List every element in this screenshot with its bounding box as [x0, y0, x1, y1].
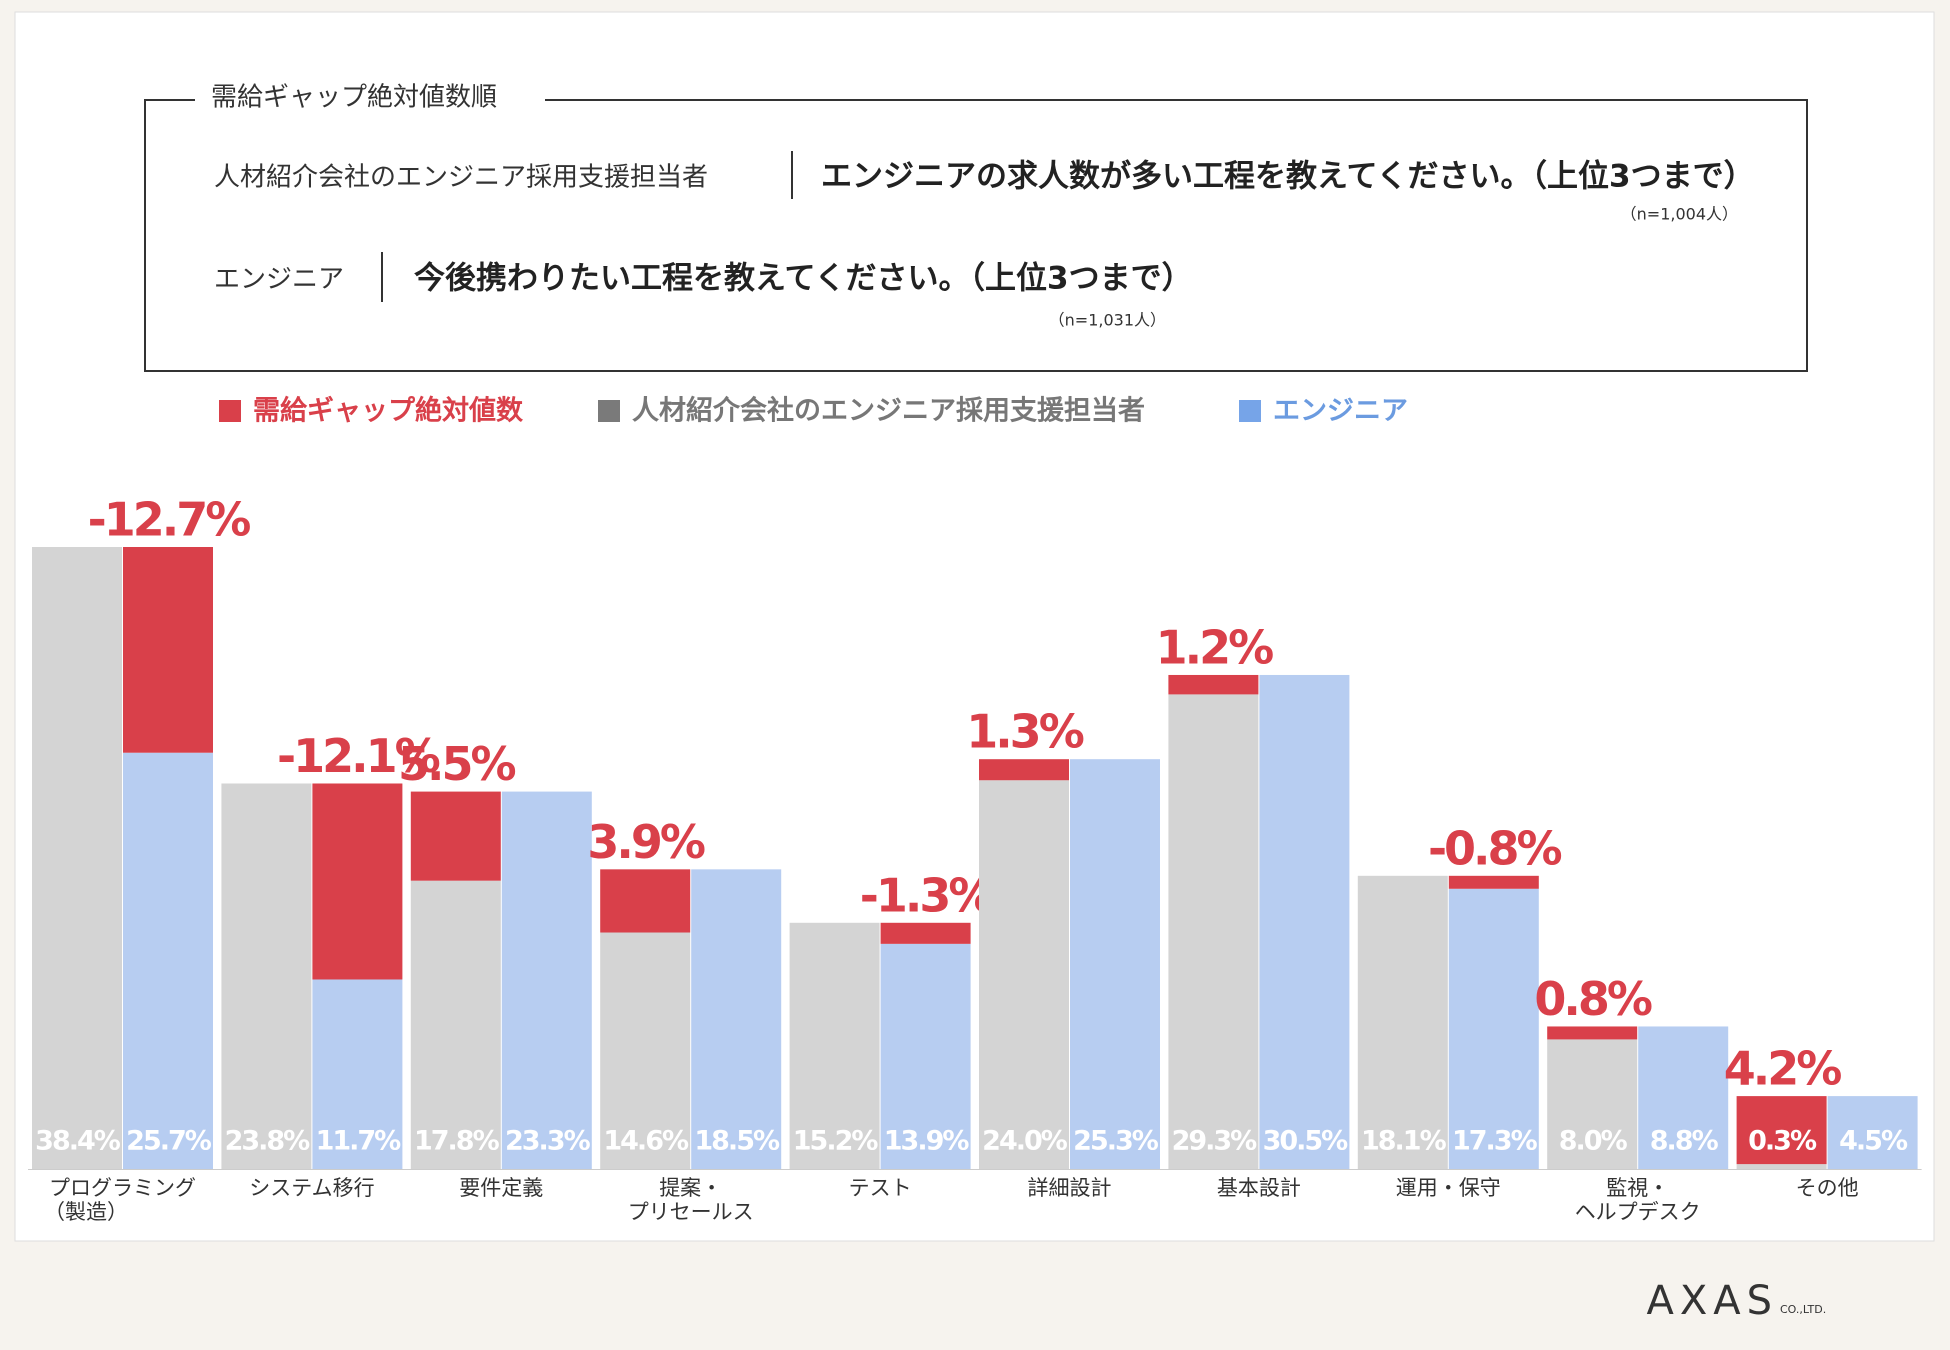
gap-label: 1.3%: [966, 705, 1083, 759]
bar: [410, 880, 501, 1169]
gap-segment: [1547, 1026, 1638, 1040]
row-label: エンジニア: [214, 265, 344, 295]
legend-swatch: [219, 400, 241, 422]
bar: [1736, 1164, 1827, 1169]
bar: [1357, 875, 1448, 1169]
x-tick-label: システム移行: [249, 1176, 374, 1200]
x-tick-label: （製造）: [44, 1200, 128, 1224]
value-label: 0.3%: [1748, 1126, 1817, 1157]
value-label: 17.3%: [1452, 1126, 1538, 1157]
x-tick-label: テスト: [849, 1176, 912, 1200]
gap-segment: [600, 869, 691, 933]
bar: [1070, 759, 1160, 1169]
bar: [1827, 1096, 1918, 1169]
gap-label: -12.7%: [88, 493, 251, 547]
sample-size: （n=1,004人）: [1621, 205, 1738, 224]
logo-suffix: CO.,LTD.: [1780, 1303, 1826, 1316]
question: エンジニアの求人数が多い工程を教えてください。（上位3つまで）: [821, 159, 1755, 195]
gap-segment: [123, 547, 213, 753]
value-label: 13.9%: [884, 1126, 970, 1157]
bar: [1259, 674, 1350, 1169]
box-title-bg: [195, 84, 545, 114]
legend-label: 需給ギャップ絶対値数: [253, 395, 524, 427]
gap-label: 3.9%: [587, 815, 704, 869]
bar: [880, 943, 971, 1169]
bar: [1168, 694, 1259, 1169]
logo: AXAS: [1646, 1278, 1778, 1324]
value-label: 30.5%: [1263, 1126, 1349, 1157]
value-label: 17.8%: [414, 1126, 500, 1157]
gap-label: -12.1%: [277, 729, 440, 783]
bar: [312, 979, 403, 1169]
bar: [600, 932, 691, 1169]
bar: [221, 783, 312, 1169]
x-tick-label: 詳細設計: [1028, 1176, 1112, 1200]
value-label: 23.8%: [225, 1126, 311, 1157]
bar: [123, 752, 213, 1169]
gap-label: 1.2%: [1156, 620, 1273, 674]
gap-segment: [979, 759, 1069, 781]
x-tick-label: 要件定義: [459, 1176, 543, 1200]
value-label: 11.7%: [316, 1126, 402, 1157]
value-label: 29.3%: [1172, 1126, 1258, 1157]
x-tick-label: プログラミング: [49, 1176, 196, 1200]
value-label: 38.4%: [35, 1126, 121, 1157]
gap-label: -0.8%: [1428, 821, 1562, 875]
bar: [979, 780, 1069, 1169]
gap-segment: [1736, 1096, 1827, 1165]
value-label: 18.1%: [1361, 1126, 1447, 1157]
bar: [1547, 1039, 1638, 1169]
gap-label: 5.5%: [398, 737, 515, 791]
bar: [32, 547, 122, 1169]
value-label: 24.0%: [982, 1126, 1068, 1157]
legend-swatch: [598, 400, 620, 422]
gap-label: 4.2%: [1724, 1042, 1841, 1096]
gap-label: 0.8%: [1534, 972, 1651, 1026]
value-label: 8.8%: [1650, 1126, 1719, 1157]
bar: [789, 922, 880, 1169]
gap-segment: [1448, 875, 1539, 889]
value-label: 25.7%: [126, 1126, 212, 1157]
legend-label: 人材紹介会社のエンジニア採用支援担当者: [632, 395, 1145, 427]
gap-segment: [312, 783, 403, 980]
bar: [691, 869, 782, 1169]
value-label: 25.3%: [1073, 1126, 1159, 1157]
x-tick-label: 基本設計: [1217, 1176, 1301, 1200]
gap-segment: [1168, 674, 1259, 695]
row-label: 人材紹介会社のエンジニア採用支援担当者: [214, 163, 708, 193]
x-tick-label: 提案・: [659, 1176, 722, 1200]
question: 今後携わりたい工程を教えてください。（上位3つまで）: [414, 261, 1193, 297]
x-tick-label: プリセールス: [628, 1200, 754, 1224]
value-label: 14.6%: [603, 1126, 689, 1157]
value-label: 23.3%: [505, 1126, 591, 1157]
bar: [501, 791, 592, 1169]
value-label: 8.0%: [1559, 1126, 1628, 1157]
gap-segment: [880, 922, 971, 944]
box-title: 需給ギャップ絶対値数順: [211, 83, 497, 113]
bar: [1638, 1026, 1729, 1169]
legend-swatch: [1239, 400, 1261, 422]
gap-segment: [410, 791, 501, 881]
value-label: 4.5%: [1839, 1126, 1908, 1157]
gap-label: -1.3%: [860, 868, 994, 922]
value-label: 15.2%: [793, 1126, 879, 1157]
sample-size: （n=1,031人）: [1049, 311, 1166, 330]
header-box: [144, 99, 1808, 372]
x-tick-label: その他: [1796, 1176, 1859, 1200]
x-tick-label: 監視・: [1606, 1176, 1669, 1200]
value-label: 18.5%: [694, 1126, 780, 1157]
x-tick-label: ヘルプデスク: [1575, 1200, 1701, 1224]
bar: [1448, 888, 1539, 1169]
legend-label: エンジニア: [1273, 396, 1408, 427]
x-tick-label: 運用・保守: [1396, 1176, 1501, 1200]
